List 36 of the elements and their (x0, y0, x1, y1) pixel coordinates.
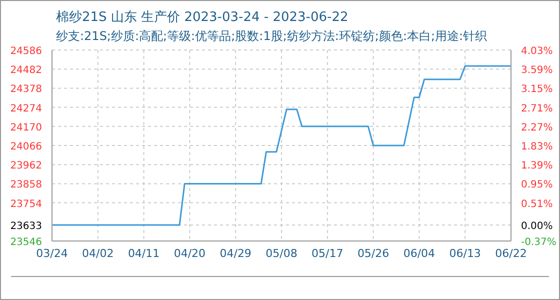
x-tick-label: 06/13 (449, 246, 481, 260)
x-tick-label: 04/11 (128, 246, 160, 260)
x-tick-label: 04/02 (82, 246, 114, 260)
y-tick-label: 24170 (10, 122, 42, 134)
y-tick-label: 24066 (10, 142, 42, 152)
y2-tick-label: 1.83% (521, 142, 553, 152)
y-tick-label: 23546 (10, 237, 42, 248)
y-tick-label: 23754 (10, 198, 42, 210)
x-tick-label: 05/08 (266, 246, 298, 260)
y-tick-label: 23962 (10, 160, 42, 172)
x-tick-label: 04/29 (220, 246, 252, 260)
x-tick-label: 06/04 (403, 246, 436, 260)
x-tick-label: 04/20 (174, 246, 206, 260)
y2-tick-label: 0.95% (521, 180, 553, 191)
chart-subtitle: 纱支:21S;纱质:高配;等级:优等品;股数:1股;纺纱方法:环锭纺;颜色:本白;用途:针织 (56, 28, 488, 45)
y2-tick-label: 0.51% (521, 198, 553, 210)
x-tick-label: 05/17 (312, 246, 344, 260)
y2-tick-label: 0.00% (521, 220, 553, 232)
x-tick-label: 03/24 (36, 246, 68, 260)
chart-title: 棉纱21S 山东 生产价 2023-03-24 - 2023-06-22 (56, 9, 348, 26)
y-tick-label: 24378 (10, 84, 42, 96)
y2-tick-label: 2.27% (521, 122, 553, 134)
y2-tick-label: 4.03% (521, 46, 553, 57)
y-tick-label: 24274 (10, 103, 42, 114)
x-tick-label: 05/26 (357, 246, 390, 260)
y-tick-label: 24482 (10, 65, 42, 76)
x-tick-label: 06/22 (495, 246, 527, 260)
y2-tick-label: 3.59% (521, 65, 553, 76)
y2-tick-label: -0.37% (521, 237, 556, 248)
line-series (52, 65, 511, 226)
y-tick-label: 24586 (10, 46, 42, 57)
y2-tick-label: 3.15% (521, 84, 553, 96)
y-tick-label: 23633 (10, 221, 42, 232)
y2-tick-label: 1.39% (521, 160, 553, 172)
y-tick-label: 23858 (10, 180, 42, 191)
y2-tick-label: 2.71% (521, 103, 553, 114)
